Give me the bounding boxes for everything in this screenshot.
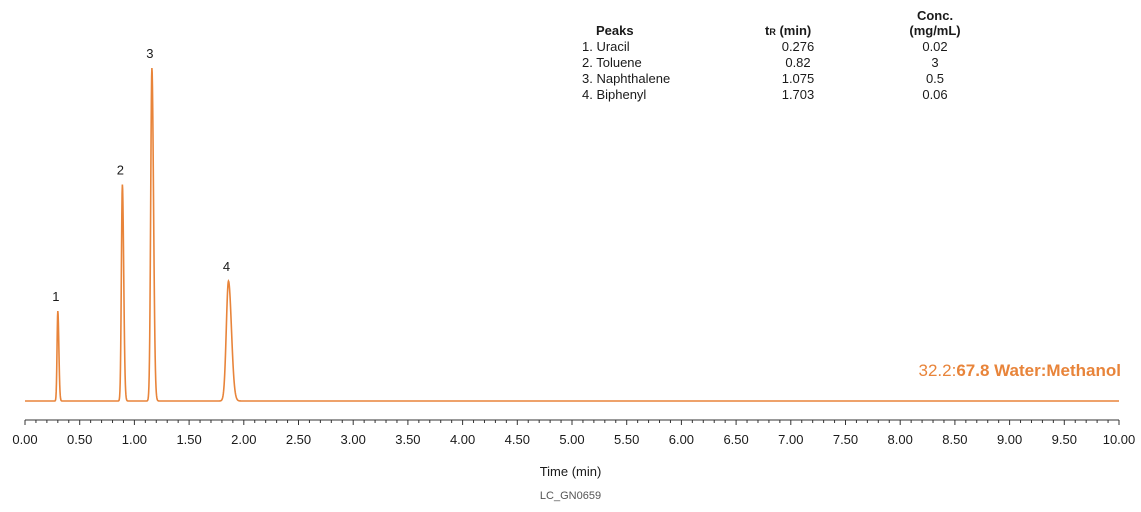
figure-code: LC_GN0659 [539, 490, 602, 502]
x-tick-label: 0.00 [12, 432, 37, 447]
peak-label: 4 [223, 259, 230, 274]
x-tick-label: 5.00 [559, 432, 584, 447]
mobile-phase-ratio-bold: 67.8 Water:Methanol [956, 361, 1121, 380]
x-tick-label: 3.00 [341, 432, 366, 447]
peak-row-tr: 0.276 [781, 39, 815, 54]
chromatogram-trace [25, 67, 1119, 402]
peak-label: 1 [52, 289, 59, 304]
x-tick-label: 9.00 [997, 432, 1022, 447]
peak-row-name: 1. Uracil [582, 39, 630, 54]
peak-row-name: 2. Toluene [582, 55, 642, 70]
x-tick-label: 6.00 [669, 432, 694, 447]
x-tick-label: 6.50 [723, 432, 748, 447]
peak-row-conc: 3 [931, 55, 939, 70]
peak-row-tr: 1.703 [781, 87, 815, 102]
peak-row-conc: 0.06 [922, 87, 948, 102]
x-axis-label: Time (min) [539, 464, 602, 479]
mobile-phase-ratio: 32.2: [918, 361, 957, 380]
x-tick-label: 3.50 [395, 432, 420, 447]
tr-header: tR (min) [765, 23, 811, 40]
peak-row-conc: 0.5 [925, 71, 945, 86]
mobile-phase-label: 32.2:67.8 Water:Methanol [919, 361, 1122, 381]
x-tick-label: 7.50 [833, 432, 858, 447]
peak-row-name: 4. Biphenyl [582, 87, 647, 102]
tr-header-unit: (min) [775, 23, 812, 38]
x-tick-label: 2.50 [286, 432, 311, 447]
x-tick-label: 5.50 [614, 432, 639, 447]
peak-label: 2 [117, 163, 124, 178]
conc-header: Conc. (mg/mL) [905, 8, 965, 38]
peak-row-tr: 0.82 [785, 55, 811, 70]
tr-header-main: t [765, 23, 770, 38]
x-tick-label: 1.50 [176, 432, 201, 447]
peak-row-tr: 1.075 [781, 71, 815, 86]
x-tick-label: 8.00 [888, 432, 913, 447]
x-tick-label: 4.50 [505, 432, 530, 447]
x-tick-label: 4.00 [450, 432, 475, 447]
x-tick-label: 7.00 [778, 432, 803, 447]
tr-header-sub: R [769, 27, 776, 37]
x-tick-label: 1.00 [122, 432, 147, 447]
x-tick-label: 2.00 [231, 432, 256, 447]
x-tick-label: 9.50 [1052, 432, 1077, 447]
x-tick-label: 10.00 [1103, 432, 1136, 447]
peak-row-name: 3. Naphthalene [582, 71, 671, 86]
peak-label: 3 [146, 46, 153, 61]
peak-row-conc: 0.02 [922, 39, 948, 54]
conc-header-line2: (mg/mL) [909, 23, 961, 38]
conc-header-line1: Conc. [916, 8, 954, 23]
x-tick-label: 0.50 [67, 432, 92, 447]
x-tick-label: 8.50 [942, 432, 967, 447]
peaks-header: Peaks [596, 23, 634, 38]
